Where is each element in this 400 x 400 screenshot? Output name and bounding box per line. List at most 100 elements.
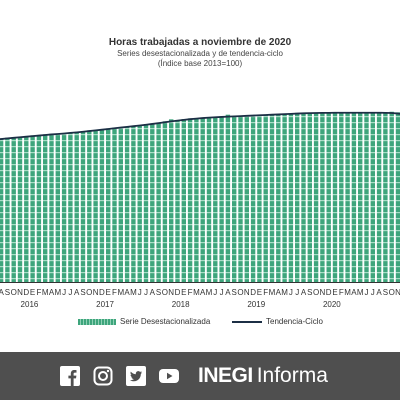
month-tick-label: E bbox=[257, 288, 262, 297]
instagram-icon[interactable] bbox=[93, 366, 113, 386]
year-tick-label: 2020 bbox=[323, 300, 341, 309]
bar-57 bbox=[351, 112, 357, 282]
bar-40 bbox=[244, 115, 249, 283]
bar-24 bbox=[143, 124, 149, 282]
bar-25 bbox=[150, 123, 155, 282]
bar-62 bbox=[383, 113, 388, 282]
chart-title-block: Horas trabajadas a noviembre de 2020 Ser… bbox=[0, 36, 400, 69]
facebook-icon[interactable] bbox=[60, 366, 80, 386]
month-tick-label: A bbox=[376, 288, 382, 297]
legend-item-trend: Tendencia-Ciclo bbox=[232, 317, 323, 326]
bar-48 bbox=[295, 112, 300, 282]
month-tick-label: N bbox=[320, 288, 326, 297]
bar-3 bbox=[11, 137, 16, 282]
bar-31 bbox=[187, 118, 193, 282]
inegi-informa-logo[interactable]: INEGI Informa bbox=[198, 363, 328, 389]
month-tick-label: E bbox=[332, 288, 337, 297]
legend-line-swatch bbox=[232, 320, 262, 323]
bar-51 bbox=[313, 112, 319, 282]
month-tick-label: N bbox=[17, 288, 23, 297]
bar-1 bbox=[0, 138, 4, 282]
month-tick-label: D bbox=[23, 288, 29, 297]
month-tick-label: J bbox=[68, 288, 72, 297]
bar-45 bbox=[276, 114, 281, 282]
bar-32 bbox=[194, 118, 199, 282]
month-tick-label: N bbox=[395, 288, 400, 297]
hours-worked-chart: JASONDEFMAMJJASONDEFMAMJJASONDEFMAMJJASO… bbox=[0, 111, 400, 309]
bar-13 bbox=[74, 131, 79, 282]
month-tick-label: A bbox=[225, 288, 231, 297]
month-tick-label: D bbox=[175, 288, 181, 297]
month-tick-label: A bbox=[301, 288, 307, 297]
bar-50 bbox=[307, 113, 312, 282]
footer-bar: INEGI Informa bbox=[0, 352, 400, 400]
bar-21 bbox=[124, 126, 130, 282]
month-tick-label: J bbox=[371, 288, 375, 297]
month-tick-label: O bbox=[11, 288, 17, 297]
month-tick-label: M bbox=[54, 288, 61, 297]
month-tick-label: F bbox=[112, 288, 117, 297]
bar-42 bbox=[257, 115, 262, 282]
bar-64 bbox=[395, 112, 400, 282]
month-tick-label: J bbox=[213, 288, 217, 297]
month-tick-label: M bbox=[206, 288, 213, 297]
bar-38 bbox=[232, 116, 237, 282]
month-tick-label: M bbox=[130, 288, 137, 297]
bar-12 bbox=[68, 132, 73, 282]
bar-20 bbox=[118, 127, 123, 282]
month-tick-label: A bbox=[124, 288, 130, 297]
month-tick-label: A bbox=[200, 288, 206, 297]
chart-subtitle-index: (Índice base 2013=100) bbox=[157, 59, 243, 68]
bar-26 bbox=[156, 122, 161, 283]
legend-bar-swatch bbox=[78, 318, 116, 325]
month-tick-label: F bbox=[263, 288, 268, 297]
month-tick-label: D bbox=[250, 288, 256, 297]
bar-47 bbox=[288, 113, 294, 282]
trend-line bbox=[0, 111, 400, 141]
month-tick-label: S bbox=[383, 288, 388, 297]
bar-41 bbox=[250, 115, 256, 282]
month-tick-label: O bbox=[389, 288, 395, 297]
month-tick-label: A bbox=[49, 288, 55, 297]
month-tick-label: S bbox=[156, 288, 161, 297]
bar-58 bbox=[358, 112, 363, 283]
month-tick-label: M bbox=[117, 288, 124, 297]
month-tick-label: M bbox=[344, 288, 351, 297]
brand-informa: Informa bbox=[256, 364, 328, 387]
month-tick-label: J bbox=[289, 288, 293, 297]
chart-title: Horas trabajadas a noviembre de 2020 bbox=[108, 37, 292, 48]
month-tick-label: A bbox=[150, 288, 156, 297]
bar-60 bbox=[370, 113, 375, 282]
month-tick-label: M bbox=[269, 288, 276, 297]
bar-39 bbox=[238, 115, 243, 283]
bar-11 bbox=[61, 133, 67, 282]
month-tick-label: N bbox=[168, 288, 174, 297]
month-tick-label: D bbox=[99, 288, 105, 297]
month-tick-label: M bbox=[42, 288, 49, 297]
bar-36 bbox=[219, 116, 224, 282]
chart-subtitle: Series desestacionalizada y de tendencia… bbox=[117, 49, 283, 58]
bar-28 bbox=[169, 119, 174, 282]
month-tick-label: O bbox=[313, 288, 319, 297]
year-tick-label: 2018 bbox=[172, 300, 190, 309]
month-tick-label: J bbox=[62, 288, 66, 297]
month-tick-label: S bbox=[5, 288, 10, 297]
youtube-icon[interactable] bbox=[159, 366, 179, 386]
bar-7 bbox=[36, 135, 42, 282]
bar-34 bbox=[206, 117, 212, 282]
month-tick-label: O bbox=[162, 288, 168, 297]
month-tick-label: F bbox=[188, 288, 193, 297]
bar-53 bbox=[326, 112, 331, 282]
month-tick-label: N bbox=[93, 288, 99, 297]
bar-35 bbox=[213, 117, 218, 282]
bar-37 bbox=[225, 114, 231, 282]
month-tick-label: E bbox=[181, 288, 186, 297]
month-tick-label: F bbox=[339, 288, 344, 297]
bar-23 bbox=[137, 125, 142, 282]
bar-16 bbox=[93, 129, 98, 282]
bar-61 bbox=[376, 112, 382, 283]
legend-label-seasonal: Serie Desestacionalizada bbox=[120, 317, 211, 326]
twitter-icon[interactable] bbox=[126, 366, 146, 386]
bar-63 bbox=[389, 111, 394, 282]
month-tick-label: J bbox=[144, 288, 148, 297]
